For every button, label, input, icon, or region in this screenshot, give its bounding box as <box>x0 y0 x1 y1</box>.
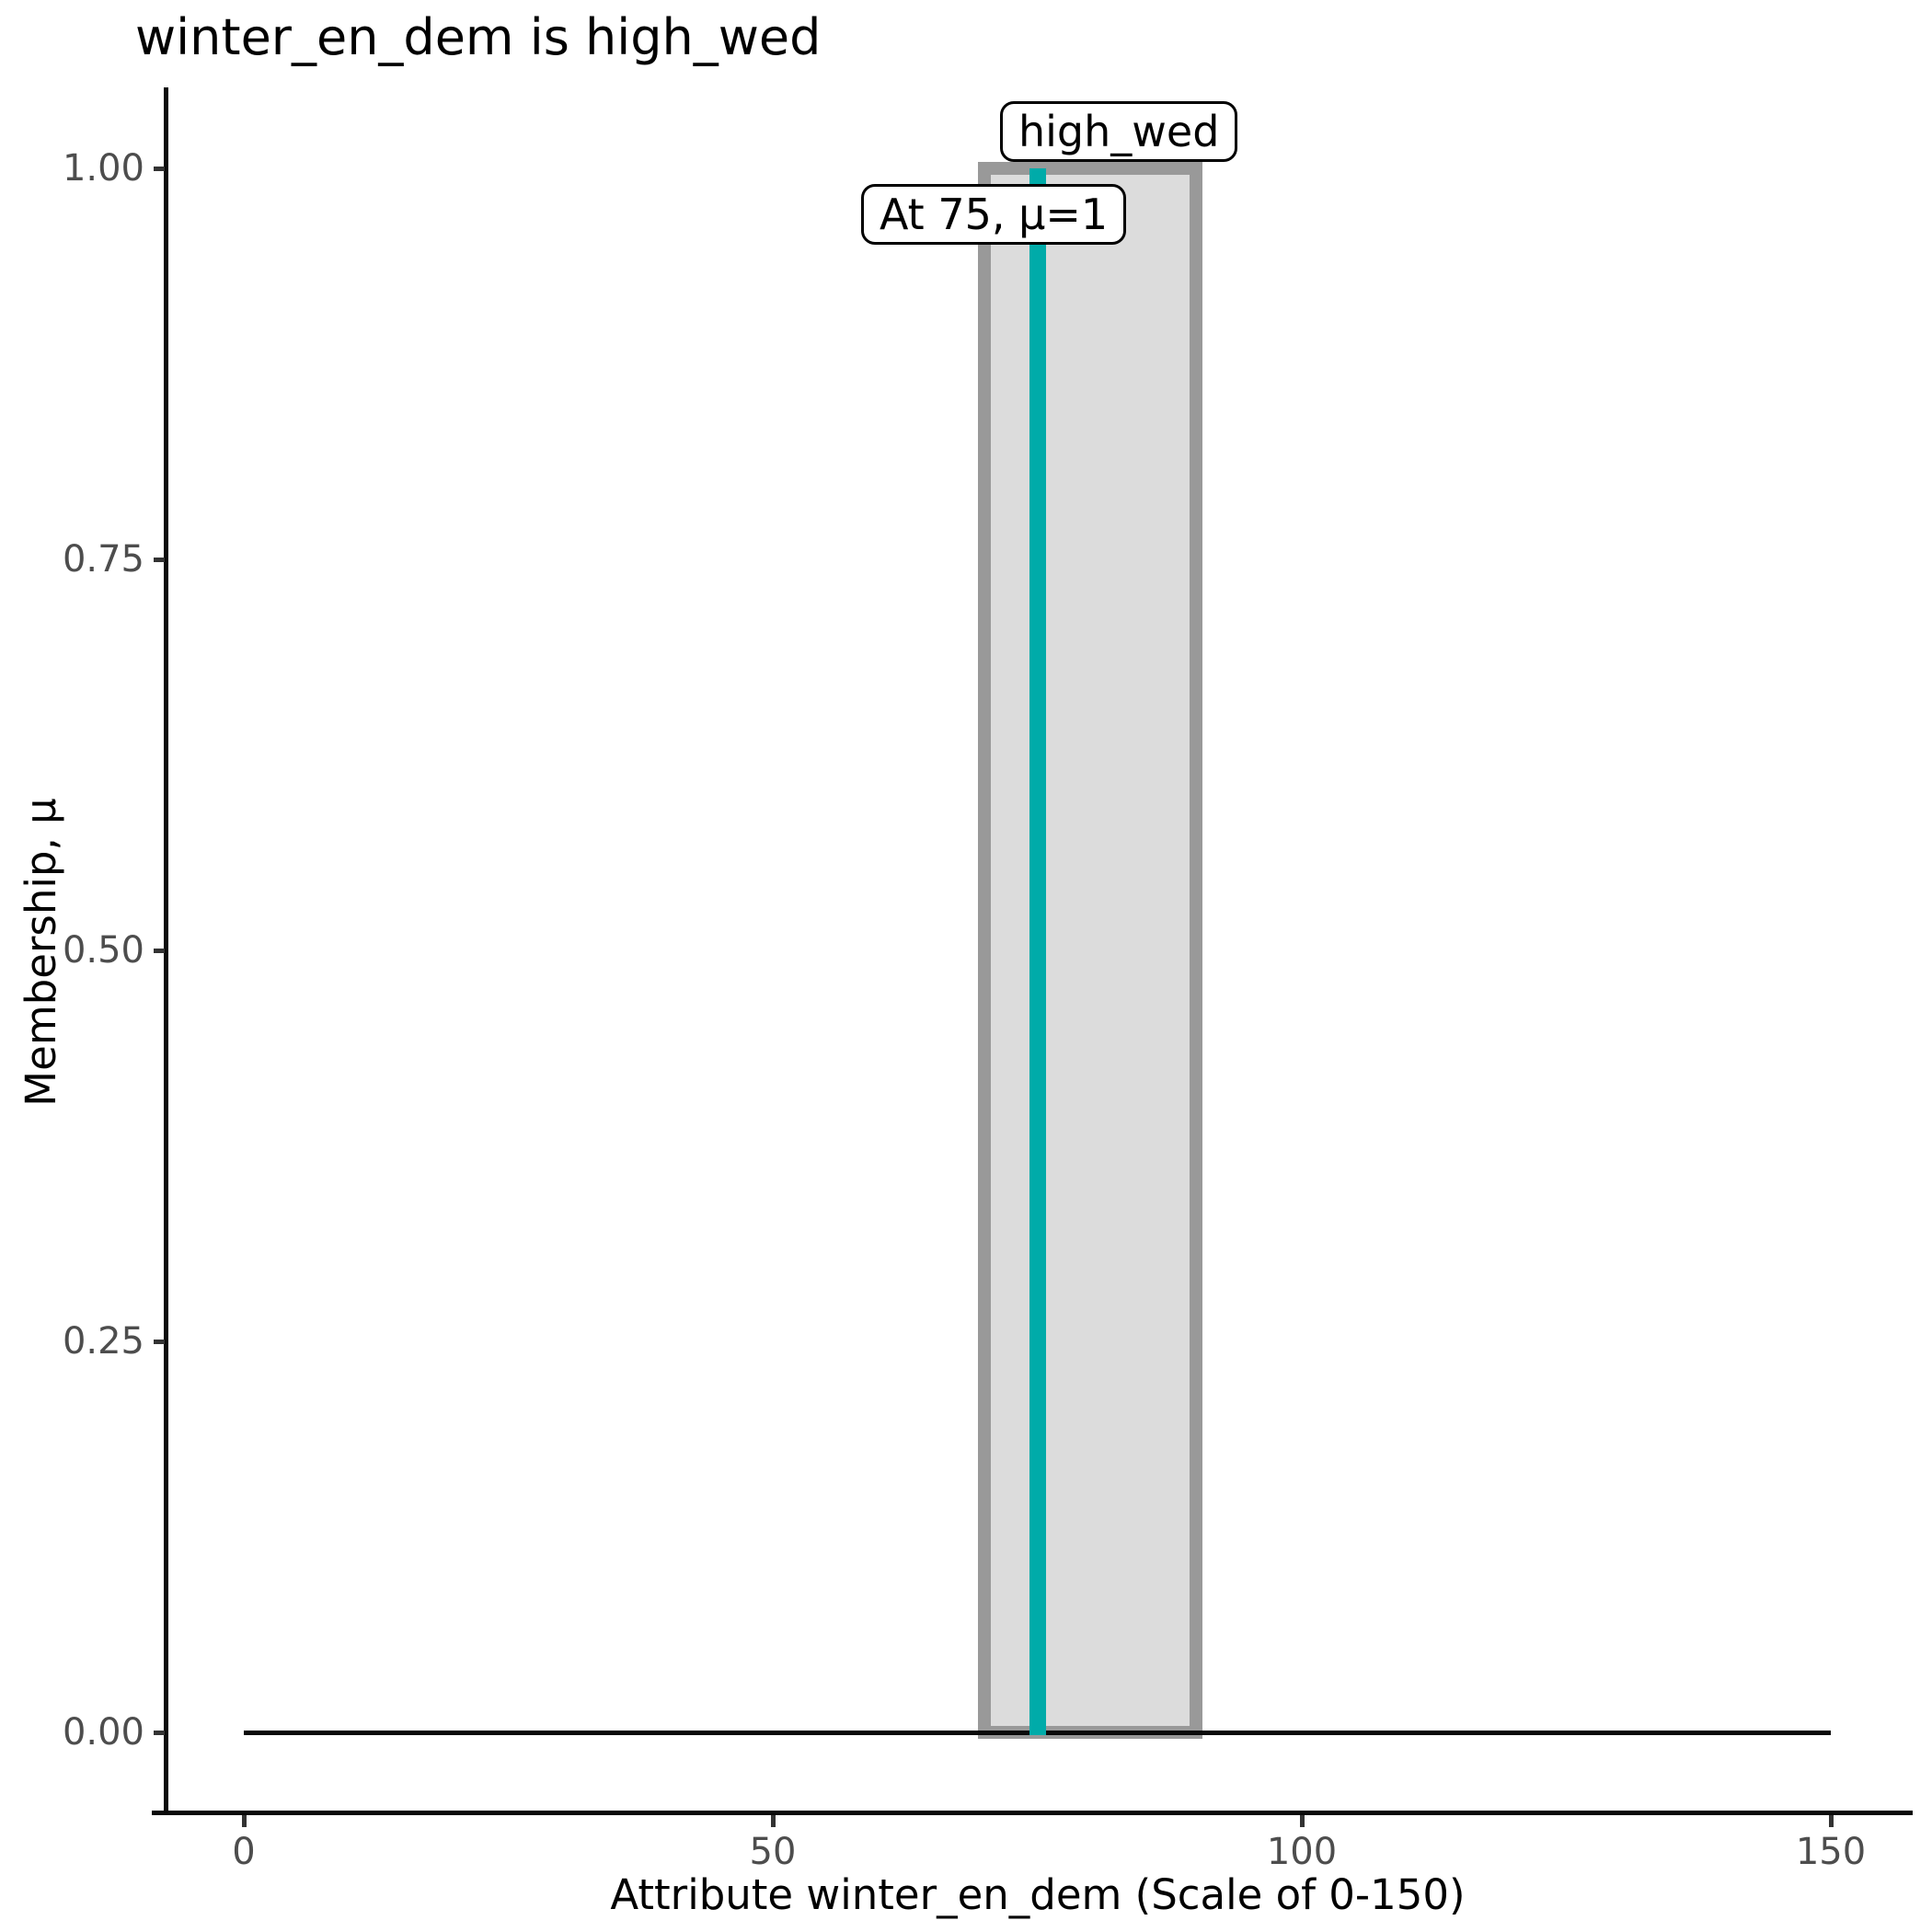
x-tick-label: 100 <box>1266 1831 1338 1873</box>
y-tick-label: 0.50 <box>62 929 144 972</box>
membership-function-rectangle <box>978 162 1202 1739</box>
x-tick-mark <box>1299 1815 1305 1827</box>
crisp-input-marker-line <box>1029 168 1046 1735</box>
y-axis-title: Membership, μ <box>17 798 65 1107</box>
x-tick-label: 150 <box>1795 1831 1867 1873</box>
x-tick-mark <box>241 1815 247 1827</box>
x-tick-mark <box>770 1815 776 1827</box>
y-tick-mark <box>154 948 165 953</box>
x-axis-line <box>152 1811 1913 1815</box>
x-tick-label: 0 <box>232 1831 256 1873</box>
x-axis-title: Attribute winter_en_dem (Scale of 0-150) <box>610 1870 1466 1919</box>
y-tick-mark <box>154 557 165 562</box>
y-tick-mark <box>154 1339 165 1344</box>
set-name-label: high_wed <box>1000 101 1238 162</box>
y-tick-mark <box>154 166 165 171</box>
chart-title: winter_en_dem is high_wed <box>135 8 822 66</box>
y-tick-label: 0.75 <box>62 538 144 581</box>
y-tick-label: 0.25 <box>62 1320 144 1363</box>
x-tick-mark <box>1828 1815 1834 1827</box>
y-tick-label: 1.00 <box>62 147 144 190</box>
marker-value-label: At 75, μ=1 <box>861 184 1127 245</box>
y-tick-mark <box>154 1730 165 1735</box>
y-tick-label: 0.00 <box>62 1711 144 1754</box>
y-axis-line <box>164 87 168 1815</box>
x-tick-label: 50 <box>749 1831 797 1873</box>
